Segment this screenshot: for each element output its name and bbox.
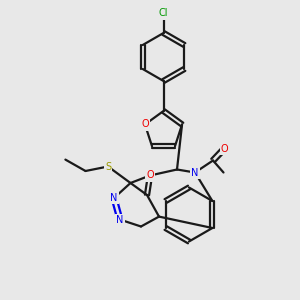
Text: O: O [146, 170, 154, 181]
Text: S: S [105, 161, 111, 172]
Text: N: N [110, 193, 118, 203]
Text: N: N [191, 167, 199, 178]
Text: O: O [220, 143, 228, 154]
Text: N: N [116, 214, 124, 225]
Text: O: O [141, 119, 149, 130]
Text: Cl: Cl [159, 8, 168, 19]
